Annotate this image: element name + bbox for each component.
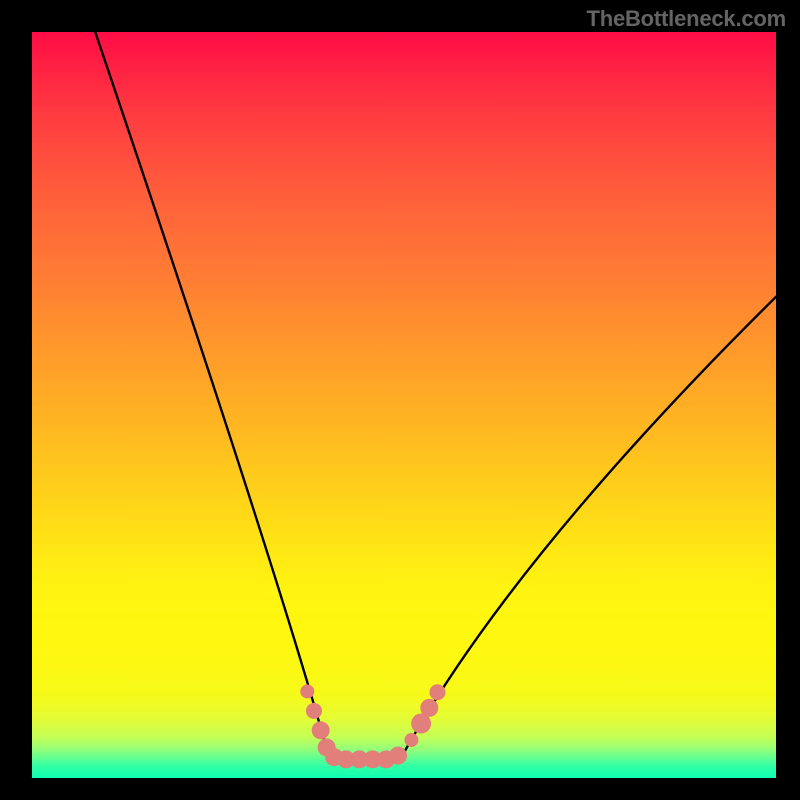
- marker-dot: [312, 721, 330, 739]
- marker-dot: [306, 703, 322, 719]
- marker-dot: [420, 699, 438, 717]
- marker-dot: [389, 747, 407, 765]
- plot-area: [32, 32, 776, 778]
- watermark: TheBottleneck.com: [586, 6, 786, 32]
- marker-dot: [404, 733, 418, 747]
- marker-dot: [429, 684, 445, 700]
- marker-dot: [300, 684, 314, 698]
- bottleneck-curve: [95, 32, 776, 759]
- chart-curves: [32, 32, 776, 778]
